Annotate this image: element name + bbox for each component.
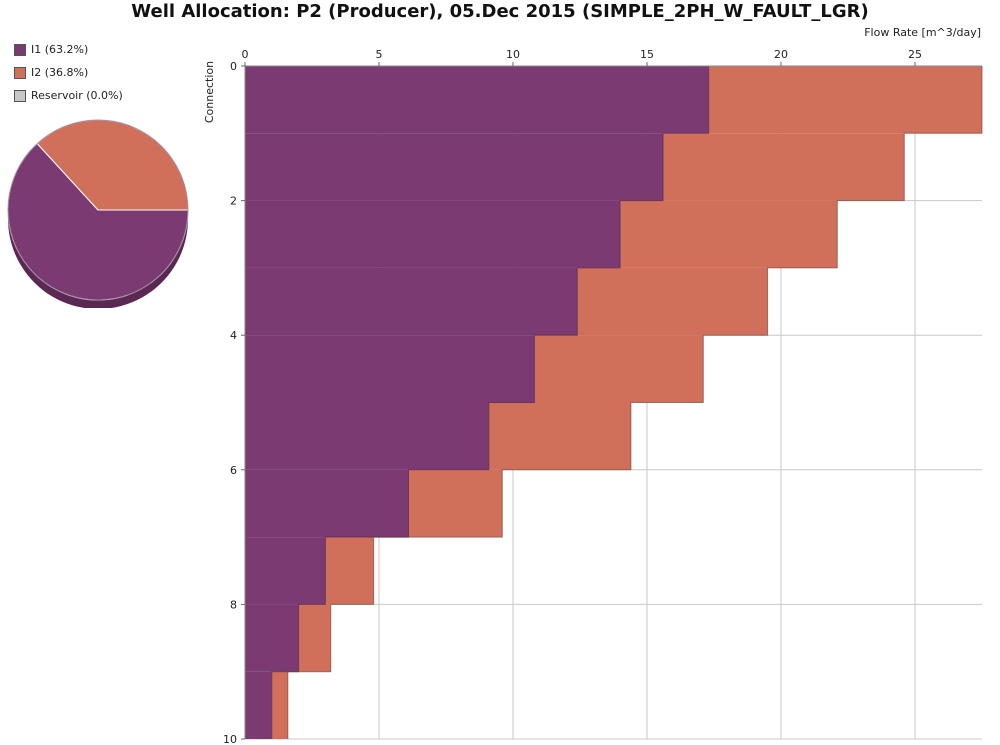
bar-i2 [298, 604, 331, 672]
y-tick-label: 2 [230, 195, 237, 208]
bar-i1 [245, 402, 489, 470]
bar-i1 [245, 335, 535, 403]
bar-i1 [245, 469, 409, 538]
bar-i1 [245, 537, 326, 605]
legend-label: I2 (36.8%) [31, 66, 89, 79]
bar-i2 [271, 671, 288, 739]
legend-swatch [14, 43, 26, 56]
bar-i2 [663, 133, 905, 201]
flow-chart: 0 5 10 15 20 25 0 2 4 6 8 10 Flow Rate [m^3/day] Conn… [203, 26, 983, 745]
legend-swatch [14, 89, 26, 102]
x-tick-label: 25 [908, 48, 922, 61]
y-tick-label: 10 [223, 733, 237, 745]
bar-i2 [577, 267, 768, 336]
bar-i2 [620, 200, 838, 268]
x-tick-label: 0 [242, 48, 249, 61]
x-tick-label: 20 [774, 48, 788, 61]
bar-i1 [245, 267, 578, 336]
bar-i2 [534, 335, 704, 403]
legend-item: Reservoir (0.0%) [14, 84, 123, 107]
bar-i1 [245, 604, 299, 672]
chart-title: Well Allocation: P2 (Producer), 05.Dec 2… [131, 1, 869, 22]
bar-i1 [245, 671, 272, 739]
bar-i1 [245, 200, 621, 268]
legend-label: I1 (63.2%) [31, 43, 89, 56]
legend-item: I1 (63.2%) [14, 38, 123, 61]
bar-i2 [408, 469, 503, 538]
pie-chart [7, 119, 189, 308]
legend-label: Reservoir (0.0%) [31, 89, 123, 102]
bar-i2 [488, 402, 631, 470]
y-tick-label: 0 [230, 60, 237, 73]
legend-swatch [14, 66, 26, 79]
x-tick-label: 10 [506, 48, 520, 61]
bar-i1 [245, 133, 664, 201]
y-tick-label: 4 [230, 329, 237, 342]
bar-i1 [245, 66, 709, 134]
bar-i2 [325, 537, 374, 605]
legend-item: I2 (36.8%) [14, 61, 123, 84]
x-tick-label: 5 [376, 48, 383, 61]
bars [245, 66, 982, 739]
x-tick-label: 15 [640, 48, 654, 61]
y-tick-label: 6 [230, 464, 237, 477]
legend: I1 (63.2%) I2 (36.8%) Reservoir (0.0%) [14, 38, 123, 107]
y-axis-label: Connection [203, 61, 216, 123]
bar-i2 [708, 66, 982, 134]
y-tick-label: 8 [230, 598, 237, 611]
x-axis-label: Flow Rate [m^3/day] [864, 26, 981, 39]
